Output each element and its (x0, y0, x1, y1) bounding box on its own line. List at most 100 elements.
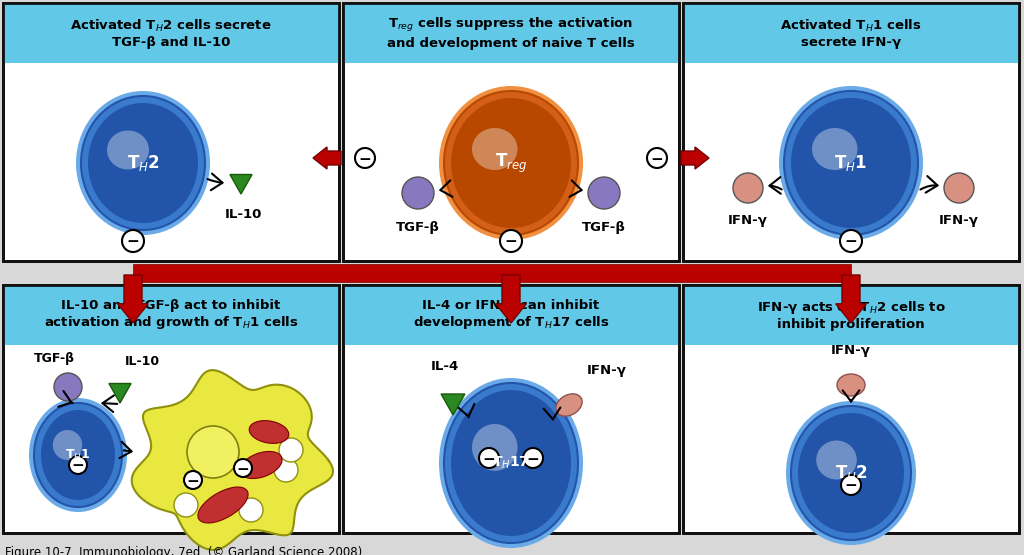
Bar (3, 285, 339, 345)
Ellipse shape (784, 91, 918, 235)
Ellipse shape (53, 430, 82, 460)
Circle shape (479, 448, 499, 468)
Ellipse shape (779, 86, 923, 240)
Ellipse shape (812, 128, 857, 170)
Bar (683, 3, 1019, 261)
Bar (343, 285, 679, 345)
Text: T$_H$1: T$_H$1 (66, 447, 91, 462)
Circle shape (647, 148, 667, 168)
Polygon shape (132, 370, 333, 550)
Text: T$_H$17: T$_H$17 (493, 455, 529, 471)
Ellipse shape (444, 91, 578, 235)
Text: IFN-γ acts on T$_H$2 cells to
inhibit proliferation: IFN-γ acts on T$_H$2 cells to inhibit pr… (757, 299, 945, 331)
Ellipse shape (451, 390, 571, 536)
Text: −: − (358, 152, 372, 166)
Bar (683, 285, 1019, 533)
Bar (683, 3, 1019, 63)
Bar (3, 285, 339, 533)
Bar (683, 3, 1019, 261)
Text: TGF-β: TGF-β (396, 221, 440, 234)
Circle shape (355, 148, 375, 168)
Ellipse shape (786, 401, 916, 545)
Text: TGF-β: TGF-β (34, 352, 75, 365)
Bar (133, 264, 851, 282)
Text: Activated T$_H$2 cells secrete
TGF-β and IL-10: Activated T$_H$2 cells secrete TGF-β and… (70, 17, 271, 48)
Circle shape (279, 438, 303, 462)
Ellipse shape (29, 398, 127, 512)
Text: IFN-γ: IFN-γ (939, 214, 979, 227)
Circle shape (184, 471, 202, 489)
Polygon shape (109, 384, 131, 403)
Text: T$_H$2: T$_H$2 (835, 463, 867, 483)
Text: T$_{reg}$: T$_{reg}$ (495, 152, 527, 175)
Text: −: − (845, 235, 857, 250)
Circle shape (234, 459, 252, 477)
Text: −: − (650, 152, 664, 166)
Ellipse shape (816, 441, 857, 480)
Text: TGF-β: TGF-β (582, 221, 626, 234)
Bar (343, 285, 679, 533)
Bar (683, 285, 1019, 345)
Ellipse shape (41, 410, 115, 500)
Bar (683, 285, 1019, 533)
Text: IFN-γ: IFN-γ (831, 344, 871, 357)
Ellipse shape (798, 413, 904, 533)
Text: T$_H$1: T$_H$1 (835, 153, 867, 173)
Ellipse shape (240, 451, 282, 478)
Circle shape (733, 173, 763, 203)
Text: −: − (127, 235, 139, 250)
Ellipse shape (249, 421, 289, 443)
Circle shape (174, 493, 198, 517)
Circle shape (841, 475, 861, 495)
Ellipse shape (439, 86, 583, 240)
Bar (343, 285, 679, 533)
Bar (3, 285, 339, 533)
Text: IL-4 or IFN-γ can inhibit
development of T$_H$17 cells: IL-4 or IFN-γ can inhibit development of… (413, 299, 609, 331)
Circle shape (69, 456, 87, 474)
FancyArrow shape (496, 275, 526, 323)
Text: IFN-γ: IFN-γ (728, 214, 768, 227)
Circle shape (274, 458, 298, 482)
Text: IFN-γ: IFN-γ (587, 364, 627, 377)
Circle shape (588, 177, 620, 209)
FancyArrow shape (118, 275, 148, 323)
Text: −: − (72, 458, 84, 473)
Ellipse shape (472, 424, 517, 471)
Ellipse shape (439, 378, 583, 548)
Text: Figure 10-7  Immunobiology, 7ed. (© Garland Science 2008): Figure 10-7 Immunobiology, 7ed. (© Garla… (5, 546, 362, 555)
FancyArrow shape (836, 275, 866, 323)
Ellipse shape (472, 128, 517, 170)
Circle shape (840, 230, 862, 252)
Text: −: − (482, 452, 496, 467)
Ellipse shape (106, 130, 150, 169)
Circle shape (122, 230, 144, 252)
Text: IL-10 and TGF-β act to inhibit
activation and growth of T$_H$1 cells: IL-10 and TGF-β act to inhibit activatio… (44, 299, 298, 331)
Polygon shape (441, 394, 465, 415)
Text: IL-4: IL-4 (431, 360, 459, 373)
Ellipse shape (451, 98, 571, 228)
Ellipse shape (444, 383, 578, 543)
Bar (343, 3, 679, 63)
Ellipse shape (791, 406, 911, 540)
FancyArrow shape (681, 147, 709, 169)
Text: −: − (845, 478, 857, 493)
Ellipse shape (837, 374, 865, 396)
Bar (3, 3, 339, 63)
FancyArrow shape (313, 147, 341, 169)
Ellipse shape (791, 98, 911, 228)
Circle shape (402, 177, 434, 209)
Bar (343, 3, 679, 261)
Circle shape (187, 426, 239, 478)
Polygon shape (230, 174, 252, 194)
Text: IL-10: IL-10 (224, 208, 262, 221)
Ellipse shape (556, 394, 582, 416)
Text: IL-10: IL-10 (125, 355, 160, 368)
Text: T$_H$2: T$_H$2 (127, 153, 160, 173)
Circle shape (944, 173, 974, 203)
Bar (3, 3, 339, 261)
Text: −: − (237, 462, 250, 477)
Circle shape (239, 498, 263, 522)
Ellipse shape (88, 103, 198, 223)
Ellipse shape (198, 487, 248, 523)
Text: T$_{reg}$ cells suppress the activation
and development of naive T cells: T$_{reg}$ cells suppress the activation … (387, 17, 635, 49)
